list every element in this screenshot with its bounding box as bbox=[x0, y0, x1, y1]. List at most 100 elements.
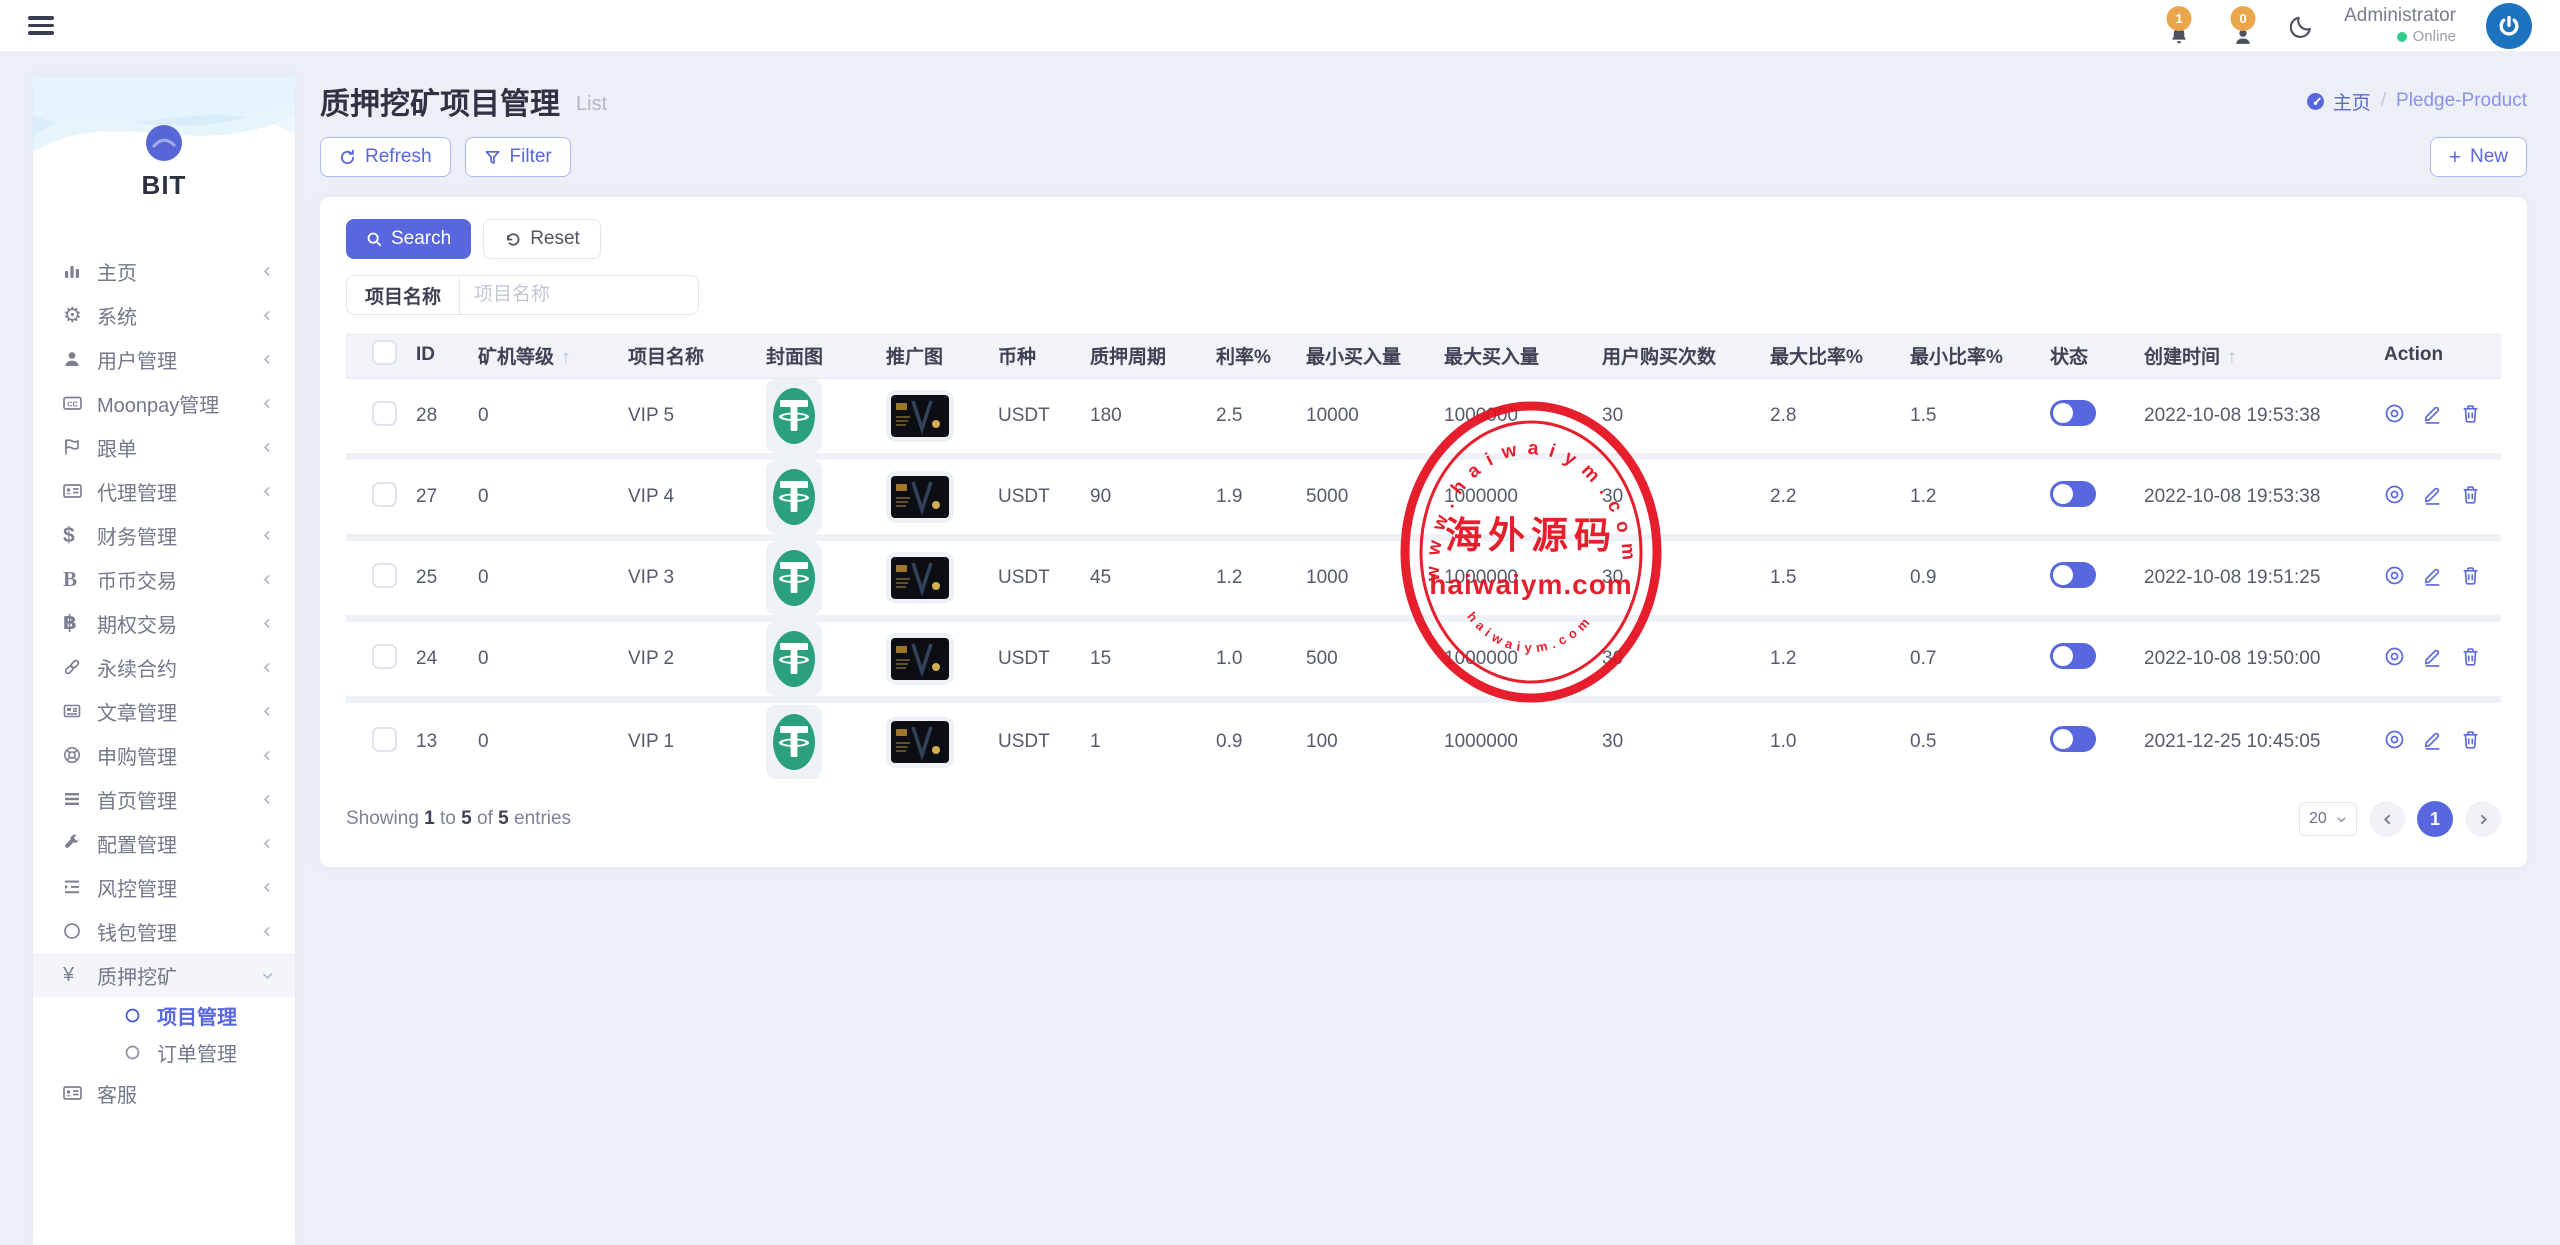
delete-icon[interactable] bbox=[2460, 565, 2481, 586]
row-checkbox[interactable] bbox=[372, 400, 397, 426]
id-card-icon bbox=[63, 1084, 97, 1102]
row-checkbox[interactable] bbox=[372, 481, 397, 507]
status-toggle[interactable] bbox=[2050, 726, 2096, 752]
sidebar-toggle-hamburger-icon[interactable] bbox=[28, 12, 54, 38]
promo-card-image[interactable] bbox=[886, 715, 954, 768]
user-menu[interactable]: Administrator Online bbox=[2344, 4, 2456, 47]
tether-coin-image[interactable] bbox=[766, 541, 822, 615]
column-header-14[interactable]: 创建时间 ↑ bbox=[2134, 333, 2374, 379]
sidebar-item-system[interactable]: ⚙ 系统 bbox=[33, 293, 295, 337]
sidebar-item-perpetual-contracts[interactable]: 永续合约 bbox=[33, 645, 295, 689]
chevron-left-icon bbox=[260, 792, 275, 807]
status-toggle[interactable] bbox=[2050, 643, 2096, 669]
promo-card-image[interactable] bbox=[886, 551, 954, 604]
delete-icon[interactable] bbox=[2460, 403, 2481, 424]
promo-card-image[interactable] bbox=[886, 389, 954, 442]
promo-card-image[interactable] bbox=[886, 470, 954, 523]
sidebar-item-subscriptions[interactable]: 申购管理 bbox=[33, 733, 295, 777]
column-header-1[interactable]: 矿机等级 ↑ bbox=[468, 333, 618, 379]
column-header-6[interactable]: 质押周期 bbox=[1080, 333, 1206, 379]
edit-icon[interactable] bbox=[2422, 484, 2443, 505]
sidebar-item-follow-orders[interactable]: 跟单 bbox=[33, 425, 295, 469]
table-footer: Showing 1 to 5 of 5 entries 20 1 bbox=[320, 781, 2527, 863]
delete-icon[interactable] bbox=[2460, 729, 2481, 750]
column-header-3[interactable]: 封面图 bbox=[756, 333, 876, 379]
filter-button[interactable]: Filter bbox=[464, 137, 571, 177]
tether-coin-image[interactable] bbox=[766, 622, 822, 696]
sidebar-item-homepage[interactable]: 首页管理 bbox=[33, 777, 295, 821]
sidebar-item-pledge-mining[interactable]: ¥ 质押挖矿 bbox=[33, 953, 295, 997]
breadcrumb-home-link[interactable]: 主页 bbox=[2306, 88, 2371, 115]
edit-icon[interactable] bbox=[2422, 729, 2443, 750]
edit-icon[interactable] bbox=[2422, 565, 2443, 586]
tether-coin-image[interactable] bbox=[766, 705, 822, 779]
status-toggle[interactable] bbox=[2050, 562, 2096, 588]
sidebar-subitem-projects[interactable]: 项目管理 bbox=[33, 997, 295, 1034]
sidebar-item-risk-control[interactable]: 风控管理 bbox=[33, 865, 295, 909]
sidebar-item-articles[interactable]: 文章管理 bbox=[33, 689, 295, 733]
sidebar-item-users[interactable]: 用户管理 bbox=[33, 337, 295, 381]
edit-icon[interactable] bbox=[2422, 403, 2443, 424]
reset-button[interactable]: Reset bbox=[483, 219, 601, 259]
row-checkbox[interactable] bbox=[372, 643, 397, 669]
sidebar-item-config[interactable]: 配置管理 bbox=[33, 821, 295, 865]
tether-coin-image[interactable] bbox=[766, 460, 822, 534]
row-checkbox[interactable] bbox=[372, 562, 397, 588]
promo-card-image[interactable] bbox=[886, 632, 954, 685]
column-header-15[interactable]: Action bbox=[2374, 333, 2501, 379]
column-header-10[interactable]: 用户购买次数 bbox=[1592, 333, 1760, 379]
next-page-button[interactable] bbox=[2465, 801, 2501, 837]
column-header-0[interactable]: ID bbox=[406, 333, 468, 379]
tether-coin-image[interactable] bbox=[766, 379, 822, 453]
sidebar-item-spot-trading[interactable]: B 币币交易 bbox=[33, 557, 295, 601]
sidebar-item-home[interactable]: 主页 bbox=[33, 249, 295, 293]
column-header-7[interactable]: 利率% bbox=[1206, 333, 1296, 379]
column-header-11[interactable]: 最大比率% bbox=[1760, 333, 1900, 379]
view-icon[interactable] bbox=[2384, 403, 2405, 424]
sidebar-subitem-orders[interactable]: 订单管理 bbox=[33, 1034, 295, 1071]
delete-icon[interactable] bbox=[2460, 484, 2481, 505]
column-header-2[interactable]: 项目名称 bbox=[618, 333, 756, 379]
column-header-13[interactable]: 状态 bbox=[2040, 333, 2134, 379]
avatar[interactable] bbox=[2486, 2, 2532, 49]
column-header-8[interactable]: 最小买入量 bbox=[1296, 333, 1434, 379]
status-toggle[interactable] bbox=[2050, 481, 2096, 507]
message-count-badge: 0 bbox=[2230, 5, 2256, 31]
view-icon[interactable] bbox=[2384, 484, 2405, 505]
refresh-button[interactable]: Refresh bbox=[320, 137, 451, 177]
column-header-12[interactable]: 最小比率% bbox=[1900, 333, 2040, 379]
row-checkbox[interactable] bbox=[372, 726, 397, 752]
projects-table: ID 矿机等级 ↑ 项目名称 封面图 推广图 币种 质押周期 利率% 最小买入量 最大买入量 用户购买… bbox=[346, 333, 2501, 781]
new-button[interactable]: + New bbox=[2429, 137, 2527, 177]
select-all-checkbox[interactable] bbox=[372, 339, 397, 365]
chevron-left-icon bbox=[260, 264, 275, 279]
page-size-select[interactable]: 20 bbox=[2299, 802, 2357, 836]
page-subtitle: List bbox=[576, 92, 608, 115]
messages-button[interactable]: 0 bbox=[2226, 4, 2260, 48]
search-button[interactable]: Search bbox=[346, 219, 472, 259]
sidebar-item-moonpay[interactable]: CC Moonpay管理 bbox=[33, 381, 295, 425]
current-page-button[interactable]: 1 bbox=[2417, 801, 2453, 837]
sidebar-item-finance[interactable]: $ 财务管理 bbox=[33, 513, 295, 557]
view-icon[interactable] bbox=[2384, 565, 2405, 586]
table-header-row: ID 矿机等级 ↑ 项目名称 封面图 推广图 币种 质押周期 利率% 最小买入量 最大买入量 用户购买… bbox=[346, 333, 2501, 379]
sidebar-item-customer-service[interactable]: 客服 bbox=[33, 1071, 295, 1115]
prev-page-button[interactable] bbox=[2369, 801, 2405, 837]
column-header-5[interactable]: 币种 bbox=[988, 333, 1080, 379]
delete-icon[interactable] bbox=[2460, 646, 2481, 667]
dark-mode-toggle-moon-icon[interactable] bbox=[2290, 14, 2314, 38]
chevron-left-icon bbox=[260, 396, 275, 411]
sidebar-item-agents[interactable]: 代理管理 bbox=[33, 469, 295, 513]
view-icon[interactable] bbox=[2384, 729, 2405, 750]
dollar-icon: $ bbox=[63, 523, 75, 547]
sidebar-item-options-trading[interactable]: ฿期权交易 bbox=[33, 601, 295, 645]
status-toggle[interactable] bbox=[2050, 400, 2096, 426]
column-header-9[interactable]: 最大买入量 bbox=[1434, 333, 1592, 379]
notifications-button[interactable]: 1 bbox=[2162, 4, 2196, 48]
view-icon[interactable] bbox=[2384, 646, 2405, 667]
project-name-input[interactable] bbox=[459, 275, 700, 315]
sidebar-item-wallets[interactable]: 钱包管理 bbox=[33, 909, 295, 953]
column-header-4[interactable]: 推广图 bbox=[876, 333, 988, 379]
breadcrumb: 主页 / Pledge-Product bbox=[2306, 88, 2527, 115]
edit-icon[interactable] bbox=[2422, 646, 2443, 667]
